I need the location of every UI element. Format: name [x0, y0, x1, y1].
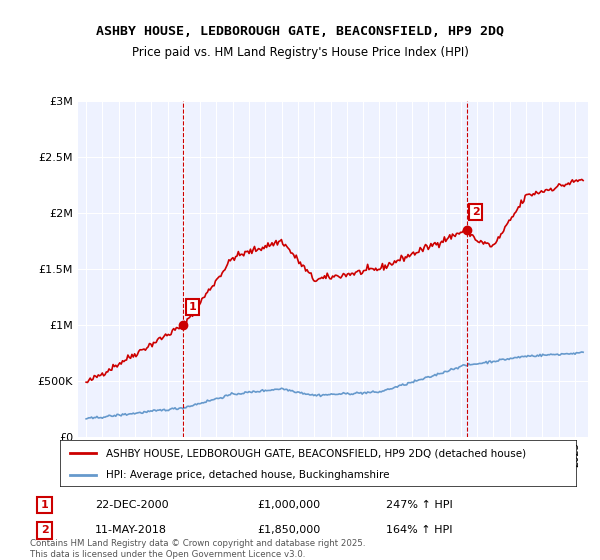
- Text: Price paid vs. HM Land Registry's House Price Index (HPI): Price paid vs. HM Land Registry's House …: [131, 46, 469, 59]
- Text: 11-MAY-2018: 11-MAY-2018: [95, 525, 167, 535]
- Text: ASHBY HOUSE, LEDBOROUGH GATE, BEACONSFIELD, HP9 2DQ: ASHBY HOUSE, LEDBOROUGH GATE, BEACONSFIE…: [96, 25, 504, 38]
- Text: 247% ↑ HPI: 247% ↑ HPI: [386, 500, 453, 510]
- Text: HPI: Average price, detached house, Buckinghamshire: HPI: Average price, detached house, Buck…: [106, 470, 390, 479]
- Text: 1: 1: [188, 302, 196, 312]
- Text: ASHBY HOUSE, LEDBOROUGH GATE, BEACONSFIELD, HP9 2DQ (detached house): ASHBY HOUSE, LEDBOROUGH GATE, BEACONSFIE…: [106, 448, 527, 458]
- Text: 164% ↑ HPI: 164% ↑ HPI: [386, 525, 453, 535]
- Text: £1,000,000: £1,000,000: [257, 500, 320, 510]
- Text: £1,850,000: £1,850,000: [257, 525, 320, 535]
- Text: 1: 1: [41, 500, 49, 510]
- Text: 2: 2: [472, 207, 479, 217]
- Text: 22-DEC-2000: 22-DEC-2000: [95, 500, 169, 510]
- Text: Contains HM Land Registry data © Crown copyright and database right 2025.
This d: Contains HM Land Registry data © Crown c…: [30, 539, 365, 559]
- Text: 2: 2: [41, 525, 49, 535]
